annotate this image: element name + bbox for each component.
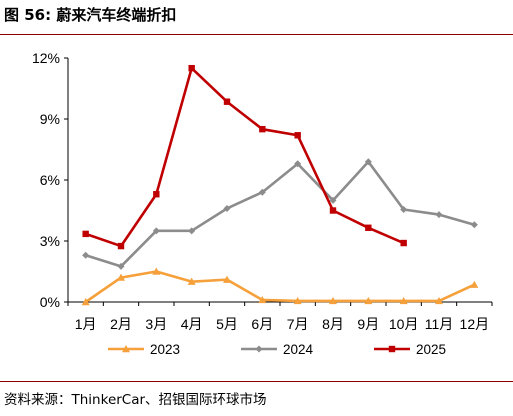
x-tick-label: 9月 [357,316,379,332]
x-tick-label: 5月 [216,316,238,332]
data-point-2023 [223,275,231,283]
x-tick-label: 6月 [251,316,273,332]
data-point-2025 [223,98,231,105]
data-point-2023 [364,296,373,305]
legend-label-2025: 2025 [416,342,446,357]
y-tick-label: 12% [32,50,60,66]
data-point-2023 [117,273,125,281]
data-point-2025 [153,191,160,198]
y-tick-label: 6% [40,172,60,188]
x-tick-label: 3月 [145,316,167,332]
x-tick-label: 1月 [75,316,97,332]
source-note: 资料来源：ThinkerCar、招银国际环球市场 [4,392,267,408]
y-tick-label: 9% [40,111,60,127]
x-tick-label: 10月 [389,316,419,332]
data-point-2024 [117,262,125,270]
x-tick-label: 7月 [287,316,309,332]
data-point-2024 [364,158,372,166]
series-line-2024 [85,160,475,268]
data-point-2025 [259,125,266,133]
data-point-2023 [152,267,161,275]
data-point-2024 [82,251,90,259]
legend-marker-2024 [255,345,263,353]
x-tick-label: 2月 [110,316,132,332]
data-point-2025 [329,207,337,214]
data-point-2024 [400,205,408,213]
y-tick-label: 3% [40,233,60,249]
data-point-2023 [329,296,337,305]
legend-marker-2025 [388,345,396,353]
data-point-2025 [400,239,407,247]
data-point-2025 [188,64,195,72]
data-point-2023 [187,277,196,285]
data-point-2025 [294,132,301,139]
title-divider [0,34,513,35]
data-point-2025 [82,230,89,238]
data-point-2024 [152,227,160,235]
data-point-2024 [294,160,302,168]
data-point-2025 [365,224,372,231]
data-point-2024 [223,204,231,212]
figure-title: 图 56: 蔚来汽车终端折扣 [4,6,177,24]
data-point-2024 [435,211,443,219]
x-tick-label: 4月 [181,316,203,332]
source-divider [0,381,513,382]
data-point-2023 [470,280,479,288]
line-chart: 0% 3% 6% 9% 12% 1月 2月 3月 4月 5月 6月 7月 8月 9月 10月 11月 12月 20… [32,50,493,357]
y-tick-label: 0% [40,294,60,310]
data-point-2023 [293,296,302,305]
data-point-2023 [258,295,267,304]
legend-marker-2023 [122,345,130,353]
data-point-2024 [470,221,478,229]
x-tick-label: 11月 [425,316,454,332]
data-point-2024 [329,196,337,204]
series-line-2025 [85,66,405,248]
x-tick-label: 8月 [322,316,344,332]
data-point-2023 [399,296,408,305]
data-point-2025 [117,242,125,250]
data-point-2023 [81,298,90,306]
legend-label-2024: 2024 [283,342,314,357]
series-line-2023 [84,270,475,304]
data-point-2024 [258,188,266,196]
data-point-2023 [435,296,443,305]
x-tick-label: 12月 [460,316,490,332]
data-point-2024 [188,227,196,235]
legend-label-2023: 2023 [150,342,180,357]
